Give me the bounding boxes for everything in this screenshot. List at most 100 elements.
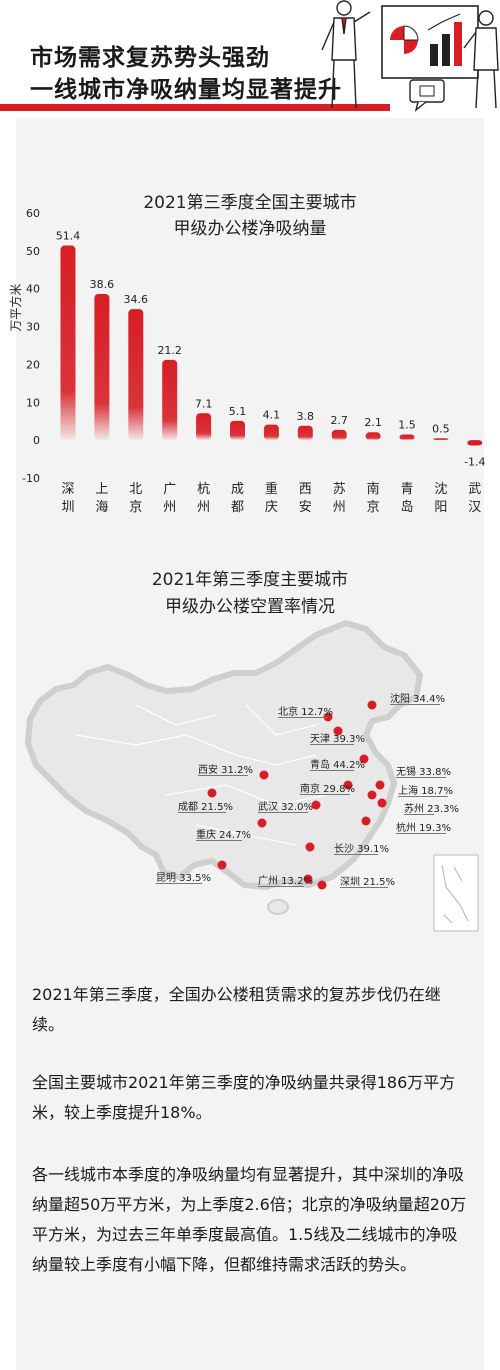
city-vacancy-label: 苏州 23.3%: [404, 804, 459, 815]
x-category-label: 苏州: [333, 481, 346, 515]
net-absorption-bar-chart: 60 50 40 30 20 10 0 -10 万平方米 51.4 深圳 38.6 上海 34.6 北京 21…: [8, 207, 486, 515]
x-category-label: 西安: [299, 482, 312, 515]
city-label-underline: [198, 775, 248, 776]
city-label-underline: [390, 704, 440, 705]
city-vacancy-label: 青岛 44.2%: [310, 760, 365, 771]
city-pin: [207, 788, 217, 798]
x-category-label: 重庆: [265, 481, 278, 515]
y-tick-label: 50: [26, 245, 40, 258]
headline-underline: [0, 104, 390, 111]
city-vacancy-label: 昆明 33.5%: [156, 873, 211, 884]
city-pin: [259, 770, 269, 780]
bar: [297, 425, 313, 441]
bar-value-label: 2.7: [330, 414, 348, 427]
city-label-underline: [258, 812, 308, 813]
y-tick-label: 20: [26, 358, 40, 371]
city-label-underline: [178, 812, 226, 813]
x-category-label: 北京: [129, 482, 142, 515]
city-label-underline: [196, 840, 242, 841]
x-category-label: 上海: [95, 482, 108, 515]
x-category-label: 广州: [163, 482, 176, 515]
business-illustration: [321, 0, 499, 112]
bar-value-label: 7.1: [195, 397, 213, 410]
bar-value-label: 1.5: [398, 418, 416, 431]
x-category-label: 青岛: [400, 482, 413, 515]
bar: [60, 245, 76, 441]
chart1-title-line-1: 2021第三季度全国主要城市: [143, 193, 357, 213]
city-pin: [375, 780, 385, 790]
paragraph-3: 各一线城市本季度的净吸纳量均有显著提升，其中深圳的净吸纳量超50万平方米，为上季…: [32, 1165, 467, 1274]
x-category-label: 南京: [367, 481, 380, 515]
y-tick-label: 40: [26, 283, 40, 296]
x-category-label: 深圳: [61, 482, 74, 515]
paragraph-2: 全国主要城市2021年第三季度的净吸纳量共录得186万平方米，较上季度提升18%…: [32, 1073, 456, 1122]
city-label-underline: [310, 770, 354, 771]
city-label-underline: [258, 886, 304, 887]
city-pin: [367, 700, 377, 710]
city-vacancy-label: 广州 13.2%: [258, 876, 313, 887]
city-vacancy-label: 无锡 33.8%: [396, 767, 451, 778]
bar-value-label: 3.8: [297, 410, 315, 423]
province-borders: [75, 704, 327, 846]
bar: [128, 309, 144, 441]
city-label-underline: [300, 794, 350, 795]
city-label-underline: [404, 814, 434, 815]
y-tick-label: 60: [26, 207, 40, 220]
y-tick-label: 10: [26, 396, 40, 409]
bar: [331, 429, 347, 441]
city-pin: [317, 880, 327, 890]
bar-value-label: 0.5: [432, 422, 450, 435]
bar-value-label: 38.6: [90, 278, 115, 291]
city-label-underline: [340, 887, 388, 888]
city-vacancy-label: 成都 21.5%: [178, 802, 233, 813]
bar: [230, 420, 245, 441]
city-pin: [257, 818, 267, 828]
city-pin: [323, 712, 333, 722]
city-vacancy-label: 武汉 32.0%: [258, 802, 313, 813]
city-vacancy-label: 长沙 39.1%: [334, 844, 389, 855]
bar: [162, 359, 178, 441]
city-label-underline: [310, 744, 354, 745]
city-vacancy-label: 南京 29.8%: [300, 784, 355, 795]
bar-value-label: 2.1: [364, 416, 382, 429]
x-category-label: 武汉: [468, 482, 481, 515]
city-pin: [361, 816, 371, 826]
map-pins: [207, 700, 387, 890]
city-pin: [343, 780, 353, 790]
city-label-underline: [398, 796, 448, 797]
city-vacancy-label: 北京 12.7%: [278, 707, 333, 718]
bar-value-label: 51.4: [56, 230, 81, 243]
china-vacancy-map: [25, 620, 479, 932]
city-vacancy-label: 西安 31.2%: [198, 765, 253, 776]
city-label-underline: [278, 717, 328, 718]
bar: [399, 434, 415, 441]
chart1-title-line-2: 甲级办公楼净吸纳量: [173, 219, 327, 239]
city-label-underline: [334, 854, 378, 855]
x-category-label: 成都: [231, 482, 244, 515]
china-outline: [25, 620, 423, 890]
headline-line-1: 市场需求复苏势头强劲: [30, 45, 270, 71]
y-tick-label: 0: [33, 434, 40, 447]
city-pin: [217, 860, 227, 870]
bar: [263, 424, 279, 441]
bar-value-label: 4.1: [263, 409, 281, 422]
headline-line-2: 一线城市净吸纳量均显著提升: [30, 77, 342, 103]
hainan-island: [267, 899, 289, 915]
city-pin: [305, 842, 315, 852]
bar-value-label: 34.6: [124, 293, 149, 306]
city-pin: [311, 800, 321, 810]
city-vacancy-label: 沈阳 34.4%: [390, 694, 445, 705]
city-vacancy-label: 天津 39.3%: [310, 734, 365, 745]
city-pin: [367, 790, 377, 800]
bar: [94, 294, 110, 441]
bar: [365, 432, 381, 441]
city-vacancy-label: 杭州 19.3%: [396, 823, 451, 834]
city-pin: [377, 798, 387, 808]
x-category-label: 杭州: [197, 482, 210, 515]
bar: [433, 438, 449, 441]
city-vacancy-label: 上海 18.7%: [398, 786, 453, 797]
chart2-title-line-2: 甲级办公楼空置率情况: [165, 597, 335, 617]
bar-value-label: -1.4: [464, 455, 485, 468]
y-tick-label: 30: [26, 321, 40, 334]
